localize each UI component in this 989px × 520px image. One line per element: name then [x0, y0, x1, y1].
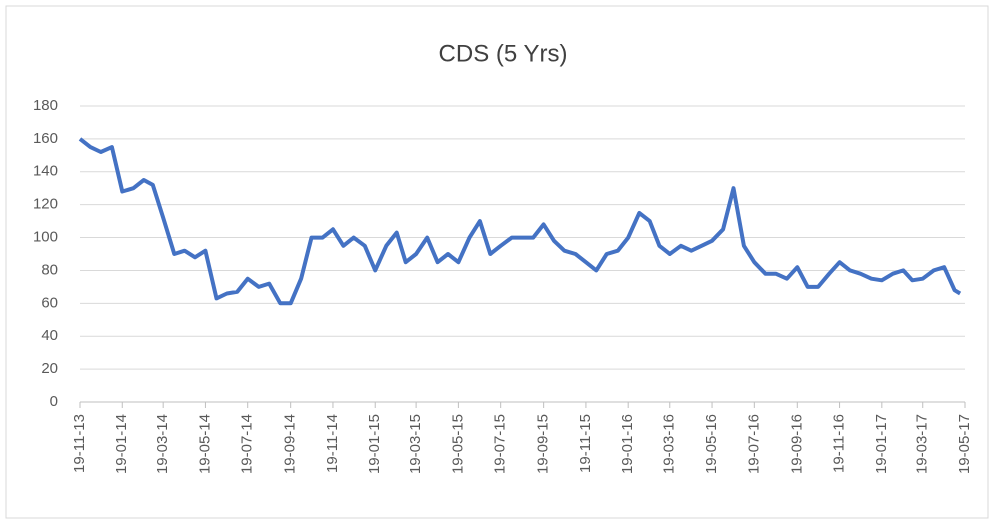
x-tick-label: 19-03-15 — [407, 414, 424, 474]
chart-frame — [5, 5, 989, 519]
y-tick-label: 180 — [33, 97, 58, 114]
y-tick-label: 140 — [33, 163, 58, 180]
y-tick-label: 80 — [41, 261, 58, 278]
y-tick-label: 160 — [33, 130, 58, 147]
x-tick-label: 19-07-15 — [492, 414, 509, 474]
x-tick-label: 19-05-17 — [956, 414, 973, 474]
x-tick-label: 19-05-15 — [449, 414, 466, 474]
x-tick-label: 19-03-14 — [154, 414, 171, 474]
x-tick-label: 19-09-16 — [788, 414, 805, 474]
x-tick-label: 19-01-14 — [113, 414, 130, 474]
y-tick-label: 20 — [41, 360, 58, 377]
x-tick-label: 19-05-16 — [703, 414, 720, 474]
x-tick-label: 19-11-15 — [577, 414, 594, 473]
x-tick-label: 19-07-16 — [745, 414, 762, 474]
x-tick-label: 19-03-16 — [661, 414, 678, 474]
y-tick-label: 100 — [33, 229, 58, 246]
x-tick-label: 19-01-17 — [873, 414, 890, 474]
x-tick-label: 19-01-15 — [366, 414, 383, 474]
x-tick-label: 19-11-13 — [71, 414, 88, 473]
x-tick-label: 19-11-14 — [324, 414, 341, 473]
chart-title: CDS (5 Yrs) — [439, 40, 568, 67]
x-tick-label: 19-09-15 — [535, 414, 552, 474]
x-tick-label: 19-11-16 — [831, 414, 848, 473]
y-tick-label: 0 — [50, 393, 58, 410]
x-tick-label: 19-05-14 — [196, 414, 213, 474]
x-tick-label: 19-01-16 — [619, 414, 636, 474]
y-tick-label: 40 — [41, 327, 58, 344]
y-tick-label: 120 — [33, 196, 58, 213]
x-tick-label: 19-03-17 — [914, 414, 931, 474]
data-line — [78, 137, 962, 306]
x-tick-label: 19-09-14 — [282, 414, 299, 474]
x-tick-label: 19-07-14 — [239, 414, 256, 474]
y-tick-label: 60 — [41, 294, 58, 311]
